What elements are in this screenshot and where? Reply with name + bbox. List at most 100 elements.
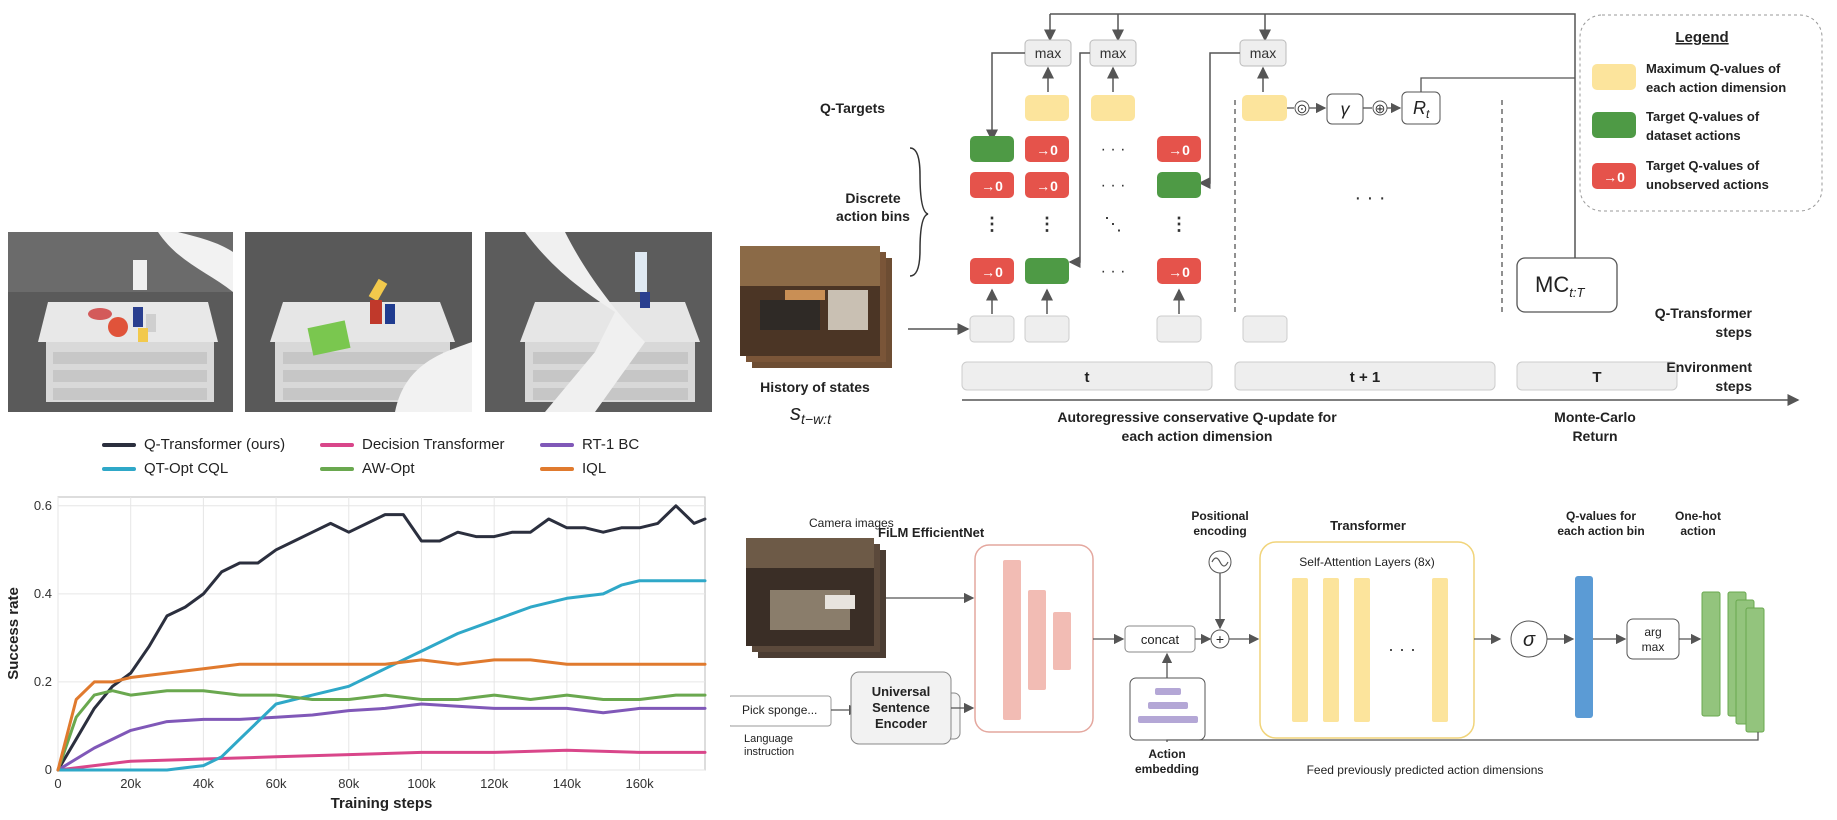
bin-target-c2-r4	[1025, 258, 1069, 284]
q-targets-label: Q-Targets	[820, 100, 885, 116]
legend-box	[1579, 14, 1823, 212]
bin-zero-c4-r4	[1157, 258, 1201, 284]
bin-zero-c2-r1	[1025, 136, 1069, 162]
pos-enc-line1: Positional	[1191, 509, 1248, 523]
legend-unobs-line2: unobserved actions	[1646, 177, 1769, 192]
hdots-c3-r4: · · ·	[1101, 263, 1126, 280]
sim-scene-1	[8, 232, 233, 412]
series-line-decision-transformer	[56, 748, 707, 772]
zero-label: →0	[981, 178, 1003, 194]
monte-caption-1: Monte-Carlo	[1554, 409, 1636, 425]
legend-entry-awopt: AW-Opt	[320, 460, 415, 477]
legend-swatch-target	[1592, 112, 1636, 138]
sim-scene-1-image	[8, 232, 233, 412]
legend-swatch-max	[1592, 64, 1636, 90]
y-tick-label: 0	[45, 762, 52, 777]
q-transformer-diagram: max max max Q-Targets Discrete action bi…	[740, 13, 1823, 444]
film-label: FiLM EfficientNet	[878, 525, 985, 540]
legend-swatch	[540, 466, 574, 471]
autoreg-caption-2: each action dimension	[1122, 428, 1273, 444]
mc-return-box	[1516, 257, 1618, 313]
env-step-T	[1516, 361, 1678, 391]
max-label-3: max	[1250, 45, 1276, 61]
series-line-iql	[56, 658, 707, 772]
history-label: History of states	[760, 379, 870, 395]
y-axis-label: Success rate	[5, 587, 22, 680]
y-tick-label: 0.4	[34, 586, 52, 601]
series-line-q-transformer-ours	[56, 504, 707, 772]
x-axis-label: Training steps	[331, 795, 433, 812]
use-line3: Encoder	[875, 716, 927, 731]
sigma-label: σ	[1523, 629, 1536, 651]
attn-layer-n	[1432, 578, 1448, 722]
gamma-label: γ	[1341, 99, 1351, 119]
zero-label: →0	[1168, 264, 1190, 280]
q-target-max-2	[1091, 95, 1135, 121]
attn-layer-3	[1354, 578, 1370, 722]
legend-swatch	[320, 442, 354, 447]
legend-entry-rt1bc: RT-1 BC	[540, 436, 639, 453]
lang-label-1: Language	[744, 733, 793, 745]
qvalues-line1: Q-values for	[1566, 509, 1636, 523]
legend-entry-qtopt-cql: QT-Opt CQL	[102, 460, 228, 477]
env-steps-label-2: steps	[1715, 378, 1752, 394]
env-step-T-label: T	[1592, 369, 1601, 386]
qt-step-box-2	[1024, 315, 1070, 343]
autoreg-caption-1: Autoregressive conservative Q-update for	[1057, 409, 1337, 425]
vdots-c1: ⋮	[983, 214, 1001, 234]
attn-dots: · · ·	[1388, 639, 1416, 659]
x-tick-label: 0	[54, 776, 61, 791]
onehot-line1: One-hot	[1675, 509, 1721, 523]
language-instruction-box	[730, 695, 832, 727]
legend-label: Q-Transformer (ours)	[144, 436, 286, 453]
history-images	[740, 246, 892, 368]
emb-bar-3	[1138, 716, 1198, 723]
bin-zero-c4-r1	[1157, 136, 1201, 162]
plot-area	[57, 496, 706, 771]
pos-enc-line2: encoding	[1193, 524, 1246, 538]
legend-swatch	[540, 442, 574, 447]
film-layer-1	[1003, 560, 1021, 720]
hdots-c3-r2: · · ·	[1101, 177, 1126, 194]
qvalues-bar	[1575, 576, 1593, 718]
concat-label: concat	[1141, 632, 1180, 647]
bin-target-c1-r1	[970, 136, 1014, 162]
x-tick-label: 120k	[480, 776, 509, 791]
legend-zero-label: →0	[1603, 169, 1625, 185]
discrete-bins-label-2: action bins	[836, 208, 910, 224]
legend-unobs-line1: Target Q-values of	[1646, 158, 1760, 173]
sim-scene-3	[485, 232, 712, 412]
sim-scene-2-image	[245, 232, 472, 412]
legend-max-line2: each action dimension	[1646, 80, 1786, 95]
legend-entry-qtransformer: Q-Transformer (ours)	[102, 436, 285, 453]
argmax-line2: max	[1642, 640, 1665, 654]
bin-zero-c2-r2	[1025, 172, 1069, 198]
max-label-1: max	[1035, 45, 1061, 61]
q-target-max-t1	[1243, 95, 1287, 121]
y-tick-label: 0.6	[34, 498, 52, 513]
gamma-box	[1326, 93, 1364, 125]
transformer-label: Transformer	[1330, 518, 1406, 533]
architecture-diagram: Camera images FiLM EfficientNet Pick spo…	[730, 509, 1765, 777]
env-step-t1-label: t + 1	[1350, 369, 1380, 386]
legend-swatch	[102, 466, 136, 471]
mc-label: MCt:T	[1535, 272, 1585, 300]
film-layer-3	[1053, 612, 1071, 670]
attn-layer-1	[1292, 578, 1308, 722]
x-tick-label: 40k	[193, 776, 214, 791]
onehot-line2: action	[1680, 524, 1715, 538]
legend-target-line2: dataset actions	[1646, 128, 1741, 143]
legend-entry-decision-transformer: Decision Transformer	[320, 436, 505, 453]
oplus-symbol: ⊕	[1375, 101, 1386, 116]
env-step-t	[961, 361, 1213, 391]
qt-step-box-4	[1242, 315, 1288, 343]
discrete-bins-label-1: Discrete	[845, 190, 900, 206]
pick-sponge-text: Pick sponge...	[742, 703, 817, 717]
qt-step-box-3	[1156, 315, 1202, 343]
legend-swatch-unobs	[1592, 163, 1636, 189]
legend-swatch	[320, 466, 354, 471]
bin-target-c4-r2	[1157, 172, 1201, 198]
x-tick-label: 140k	[553, 776, 582, 791]
env-steps-label-1: Environment	[1666, 359, 1752, 375]
x-tick-label: 80k	[338, 776, 359, 791]
